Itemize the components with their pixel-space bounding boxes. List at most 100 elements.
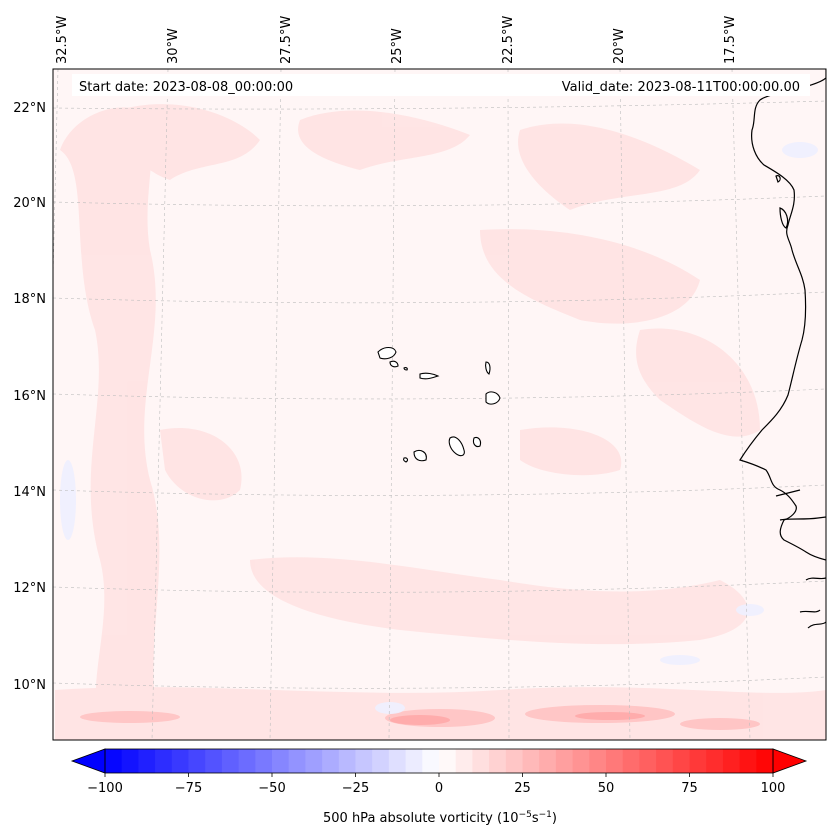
- colorbar-segment: [672, 749, 690, 773]
- patch-strong-3: [680, 718, 760, 730]
- island-fogo: [413, 449, 427, 462]
- lon-label-17.5w: 17.5°W: [723, 16, 738, 64]
- patch-south-east: [520, 427, 622, 476]
- patch-neg-2: [375, 702, 405, 714]
- colorbar-label-prefix: 500 hPa absolute vorticity (10: [323, 811, 519, 826]
- parallel-22n: [53, 100, 826, 110]
- colorbar-tick-label: −50: [258, 781, 285, 796]
- colorbar-segment: [555, 749, 574, 773]
- island-boa-vista: [485, 391, 501, 405]
- colorbar-max-extend-arrow: [772, 748, 808, 774]
- coastline-guinea-bissau: [779, 516, 826, 521]
- patch-neg-5: [660, 655, 700, 665]
- valid-date-label: Valid_date: 2023-08-11T00:00:00.00: [562, 80, 800, 95]
- patch-east-strip: [636, 328, 760, 437]
- colorbar-segment: [188, 749, 206, 773]
- vorticity-field: [53, 69, 826, 740]
- island-brava: [403, 457, 409, 463]
- colorbar-segment: [305, 749, 323, 773]
- island-sal: [485, 361, 491, 375]
- colorbar-tick-label: 0: [435, 781, 443, 796]
- island-santo-antao: [377, 346, 397, 360]
- lon-label-20w: 20°W: [612, 28, 627, 64]
- parallel-12n: [53, 580, 826, 593]
- colorbar-segment: [388, 749, 407, 773]
- colorbar: −100 −75 −50 −25 0 25 50 75 100 500 hPa absolute…: [70, 748, 808, 826]
- parallel-18n: [53, 291, 826, 304]
- lon-label-27.5w: 27.5°W: [279, 16, 294, 64]
- colorbar-segment: [372, 749, 390, 773]
- meridian-25w: [388, 69, 396, 740]
- colorbar-segment: [622, 749, 640, 773]
- latitude-labels: 22°N 20°N 18°N 16°N 14°N 12°N 10°N: [13, 101, 46, 693]
- patch-northeast: [518, 123, 700, 210]
- lat-label-18n: 18°N: [13, 292, 46, 307]
- patch-southwest: [160, 428, 242, 501]
- patch-northwest: [119, 104, 260, 180]
- colorbar-segment: [288, 749, 306, 773]
- colorbar-tick-label: 50: [598, 781, 615, 796]
- colorbar-tick-label: −75: [175, 781, 202, 796]
- parallel-16n: [53, 388, 826, 400]
- lat-label-22n: 22°N: [13, 101, 46, 116]
- patch-south-center: [250, 557, 748, 645]
- colorbar-segment: [171, 749, 189, 773]
- colorbar-label-exp1: −5: [519, 810, 532, 820]
- parallel-10n: [53, 676, 826, 689]
- parallel-14n: [53, 484, 826, 496]
- colorbar-tick-label: −25: [342, 781, 369, 796]
- date-label-strip: [72, 74, 810, 96]
- colorbar-segment: [722, 749, 741, 773]
- colorbar-segment: [255, 749, 273, 773]
- lat-label-10n: 10°N: [13, 678, 46, 693]
- colorbar-segment: [121, 749, 139, 773]
- island-santa-luzia: [403, 367, 408, 371]
- island-sao-vicente: [389, 360, 399, 368]
- colorbar-min-extend-arrow: [70, 748, 106, 774]
- colorbar-segment: [221, 749, 240, 773]
- lat-label-20n: 20°N: [13, 196, 46, 211]
- meridian-17.5w: [731, 69, 751, 740]
- strongest-positive-patches: [390, 712, 645, 725]
- colorbar-segment: [739, 749, 757, 773]
- meridian-27.5w: [269, 69, 282, 740]
- colorbar-tick-label: 25: [514, 781, 531, 796]
- colorbar-tick-label: 75: [681, 781, 698, 796]
- colorbar-segment: [322, 749, 340, 773]
- island-santiago: [448, 436, 465, 457]
- coastline-gambia: [775, 489, 801, 497]
- island-sao-nicolau: [419, 372, 440, 380]
- colorbar-segment: [539, 749, 557, 773]
- colorbar-segments: [105, 749, 774, 773]
- coastline-island-3: [807, 621, 826, 629]
- colorbar-tick-label: −100: [87, 781, 123, 796]
- lon-label-32.5w: 32.5°W: [55, 16, 70, 64]
- patch-west-band: [60, 107, 160, 731]
- patch-north-center: [298, 110, 470, 170]
- negative-patches: [60, 142, 818, 714]
- lon-label-25w: 25°W: [390, 28, 405, 64]
- lat-label-14n: 14°N: [13, 485, 46, 500]
- patch-neg-3: [60, 460, 76, 540]
- colorbar-ticks: −100 −75 −50 −25 0 25 50 75 100: [87, 773, 785, 796]
- longitude-labels: 32.5°W 30°W 27.5°W 25°W 22.5°W 20°W 17.5…: [55, 16, 738, 64]
- colorbar-segment: [656, 749, 674, 773]
- patch-strong-4: [80, 711, 180, 723]
- lon-label-30w: 30°W: [166, 28, 181, 64]
- colorbar-segment: [272, 749, 290, 773]
- coastline-island-4: [779, 207, 789, 229]
- colorbar-segment: [422, 749, 440, 773]
- colorbar-segment: [439, 749, 457, 773]
- colorbar-label-exp2: −1: [539, 810, 552, 820]
- colorbar-segment: [138, 749, 156, 773]
- lat-label-12n: 12°N: [13, 581, 46, 596]
- start-date-label: Start date: 2023-08-08_00:00:00: [79, 80, 293, 95]
- colorbar-segment: [606, 749, 624, 773]
- patch-neg-4: [736, 604, 764, 616]
- parallel-20n: [53, 195, 826, 207]
- colorbar-segment: [238, 749, 256, 773]
- lon-label-22.5w: 22.5°W: [501, 16, 516, 64]
- colorbar-label-suffix: ): [552, 811, 557, 826]
- africa-coastline: [739, 69, 826, 629]
